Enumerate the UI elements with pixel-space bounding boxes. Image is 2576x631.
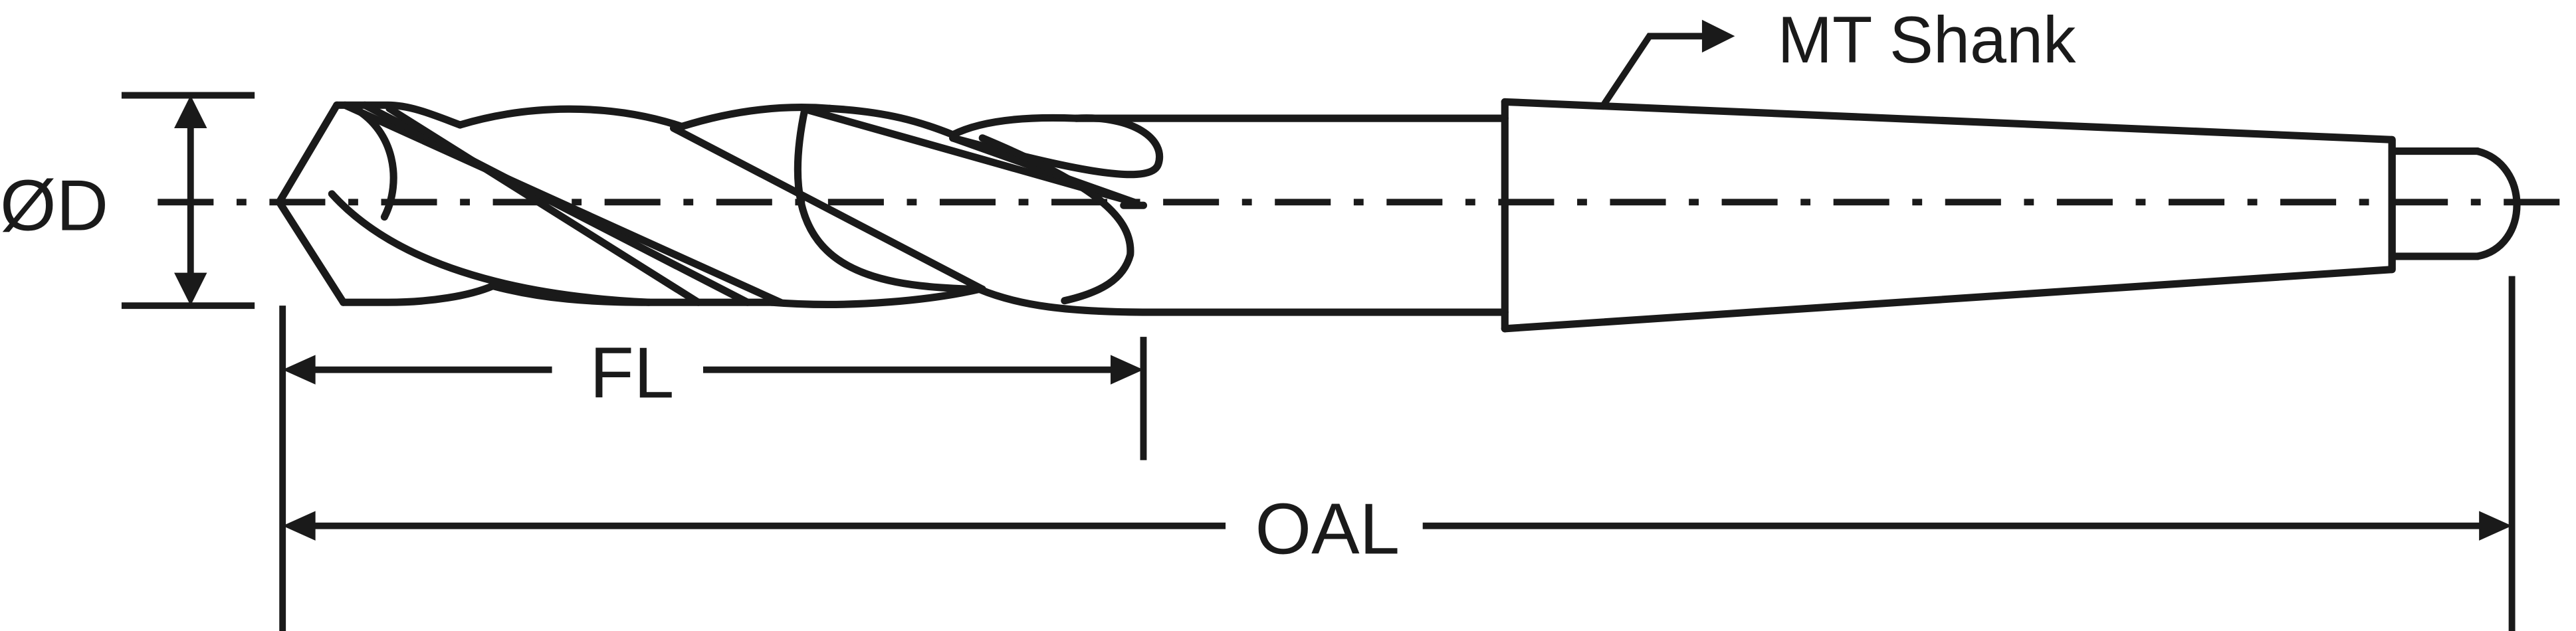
drill-fluted-body [275,101,1509,316]
diameter-arrow-down [174,272,207,306]
diameter-arrow-up [174,95,207,128]
oal-arrow-left [282,511,316,541]
fl-arrow-right [1111,355,1144,385]
flute-length-label: FL [590,333,674,414]
drill-point [275,101,348,306]
oal-arrow-right [2479,511,2512,541]
shank-leader [1600,19,1735,108]
shank-arrow [1701,19,1735,53]
morse-taper-shank [1501,98,2521,333]
overall-length-label: OAL [1255,490,1400,570]
fl-arrow-left [282,355,316,385]
flute-length-dimension [279,306,1147,631]
diameter-dimension [121,92,255,310]
diameter-label: ØD [0,165,108,246]
overall-length-dimension [282,276,2516,631]
shank-label: MT Shank [1778,3,2076,76]
